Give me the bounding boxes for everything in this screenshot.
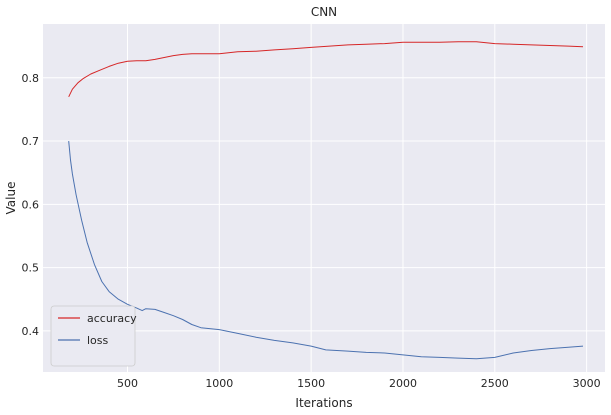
x-tick-label: 2000 (389, 377, 417, 390)
y-tick-label: 0.8 (22, 72, 40, 85)
x-tick-label: 3000 (573, 377, 601, 390)
legend-label-loss: loss (87, 334, 109, 347)
x-tick-label: 500 (117, 377, 138, 390)
y-axis-label: Value (4, 182, 18, 215)
series-lines (68, 41, 584, 360)
x-tick-label: 1500 (297, 377, 325, 390)
legend-label-accuracy: accuracy (87, 312, 137, 325)
x-axis-label: Iterations (295, 396, 352, 410)
y-tick-label: 0.6 (22, 198, 40, 211)
x-tick-label: 2500 (481, 377, 509, 390)
tick-labels: 500 1000 1500 2000 2500 3000 0.4 0.5 0.6 0.7 0.8 (22, 72, 601, 390)
legend: accuracy loss (50, 305, 137, 367)
y-tick-label: 0.7 (22, 135, 40, 148)
legend-box (50, 305, 136, 367)
x-tick-label: 1000 (205, 377, 233, 390)
series-line-accuracy (68, 41, 584, 98)
grid (43, 24, 605, 372)
y-tick-label: 0.5 (22, 262, 40, 275)
y-tick-label: 0.4 (22, 325, 40, 338)
series-line-loss (68, 141, 584, 360)
chart-title: CNN (311, 5, 337, 19)
plot-area (43, 24, 605, 372)
